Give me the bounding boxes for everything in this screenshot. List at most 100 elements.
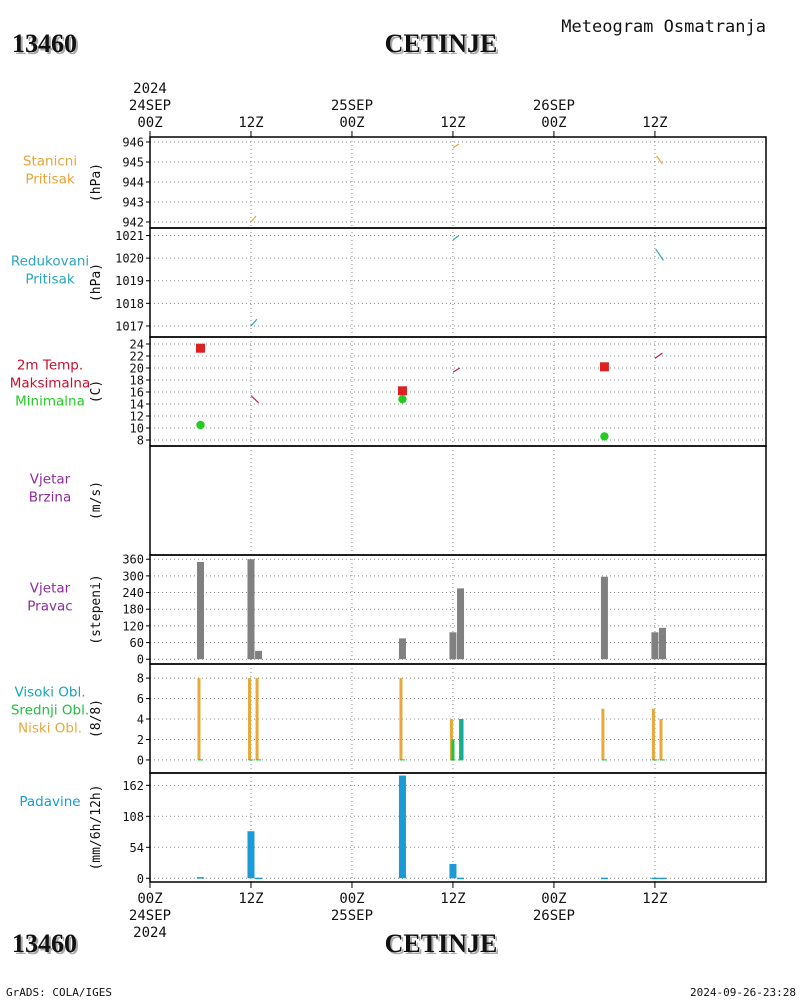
wind-direction-bar	[457, 588, 465, 660]
y-tick-label: 54	[130, 841, 144, 855]
y-tick-label: 8	[137, 672, 144, 686]
data-line-segment	[452, 367, 461, 373]
plot-layer: 946945944943942(hPa)StanicniPritisak1021…	[10, 81, 767, 941]
precip-bar	[247, 831, 255, 879]
y-tick-label: 945	[122, 156, 144, 170]
panel-frame	[149, 663, 767, 774]
panel-label: Maksimalna	[10, 376, 91, 392]
time-label-top: 12Z	[642, 115, 667, 131]
data-line-segment	[655, 248, 664, 261]
y-tick-label: 18	[130, 374, 144, 388]
precip-bar	[600, 877, 608, 880]
y-tick-label: 0	[137, 653, 144, 667]
time-label-bottom: 00Z	[137, 891, 162, 907]
y-tick-label: 0	[137, 753, 144, 767]
time-label-top: 00Z	[137, 115, 162, 131]
precip-bar	[398, 775, 406, 879]
panel-unit-label: (8/8)	[89, 699, 104, 738]
cloud-low-bar	[197, 678, 201, 760]
panel-label: Pritisak	[25, 272, 75, 288]
time-label-bottom: 12Z	[238, 891, 263, 907]
wind-direction-bar	[651, 632, 659, 660]
tmin-marker	[398, 395, 407, 404]
cloud-high-bar	[460, 719, 464, 760]
precip-bar	[255, 877, 263, 880]
cloud-low-bar	[659, 719, 663, 760]
chart-title: Meteogram Osmatranja	[561, 17, 766, 37]
panel-label: Stanicni	[23, 154, 77, 170]
precip-bar	[457, 877, 465, 880]
footer-station-id-shadow: 13460	[14, 931, 79, 960]
panel-unit-label: (m/s)	[89, 481, 104, 520]
wind-direction-bar	[658, 627, 666, 660]
data-line-segment	[250, 318, 258, 327]
panel-label: Vjetar	[30, 472, 71, 488]
panel-label: Pritisak	[25, 172, 75, 188]
panel-unit-label: (hPa)	[89, 263, 104, 302]
panel-label: 2m Temp.	[17, 358, 83, 374]
y-tick-label: 1019	[115, 274, 144, 288]
station-id: 13460	[12, 29, 77, 58]
y-tick-label: 1021	[115, 229, 144, 243]
y-tick-label: 24	[130, 338, 144, 352]
y-tick-label: 240	[122, 586, 144, 600]
cloud-low-bar	[651, 708, 655, 760]
time-label-top: 00Z	[541, 115, 566, 131]
cloud-low-bar	[247, 678, 251, 760]
data-line-segment	[452, 143, 460, 149]
panel-unit-label: (C)	[89, 380, 104, 403]
data-line-segment	[250, 215, 257, 223]
wind-direction-bar	[247, 559, 255, 660]
footer-station-name-shadow: CETINJE	[387, 931, 500, 960]
year-label-top: 2024	[133, 81, 167, 97]
y-tick-label: 0	[137, 872, 144, 886]
time-label-bottom: 00Z	[541, 891, 566, 907]
panel-unit-label: (stepeni)	[89, 574, 104, 644]
panel-label: Brzina	[29, 490, 71, 506]
cloud-low-bar	[399, 678, 403, 760]
station-name: CETINJE	[385, 29, 498, 58]
y-tick-label: 2	[137, 733, 144, 747]
footer-station-id: 13460	[12, 929, 77, 958]
cloud-mid-bar	[451, 739, 455, 760]
y-tick-label: 20	[130, 362, 144, 376]
tmax-marker	[397, 386, 407, 396]
y-tick-label: 108	[122, 810, 144, 824]
y-tick-label: 16	[130, 386, 144, 400]
date-label-bottom: 25SEP	[331, 908, 373, 924]
panel-label: Vjetar	[30, 581, 71, 597]
precip-bar	[658, 877, 666, 880]
panel-label: Padavine	[19, 794, 80, 810]
data-line-segment	[452, 235, 460, 241]
year-label-bottom: 2024	[133, 925, 167, 941]
tmin-marker	[600, 432, 609, 441]
data-line-segment	[250, 395, 259, 404]
y-tick-label: 946	[122, 136, 144, 150]
time-label-bottom: 00Z	[339, 891, 364, 907]
y-tick-label: 180	[122, 603, 144, 617]
panel-label: Niski Obl.	[18, 721, 82, 737]
panel-label: Visoki Obl.	[14, 685, 85, 701]
data-line-segment	[656, 155, 663, 165]
station-id-shadow: 13460	[14, 31, 79, 60]
precip-bar	[651, 877, 659, 880]
y-tick-label: 6	[137, 692, 144, 706]
panel-unit-label: (mm/6h/12h)	[89, 784, 104, 870]
wind-direction-bar	[398, 638, 406, 660]
wind-direction-bar	[449, 632, 457, 660]
date-label-bottom: 26SEP	[533, 908, 575, 924]
time-label-bottom: 12Z	[440, 891, 465, 907]
precip-bar	[196, 877, 204, 879]
y-tick-label: 10	[130, 422, 144, 436]
panel-label: Pravac	[27, 599, 72, 615]
tmax-marker	[599, 362, 609, 372]
time-label-top: 00Z	[339, 115, 364, 131]
time-label-top: 12Z	[440, 115, 465, 131]
y-tick-label: 162	[122, 779, 144, 793]
y-tick-label: 60	[130, 636, 144, 650]
panel-unit-label: (hPa)	[89, 163, 104, 202]
footer-station-name: CETINJE	[385, 929, 498, 958]
date-label-top: 25SEP	[331, 98, 373, 114]
station-name-shadow: CETINJE	[387, 31, 500, 60]
